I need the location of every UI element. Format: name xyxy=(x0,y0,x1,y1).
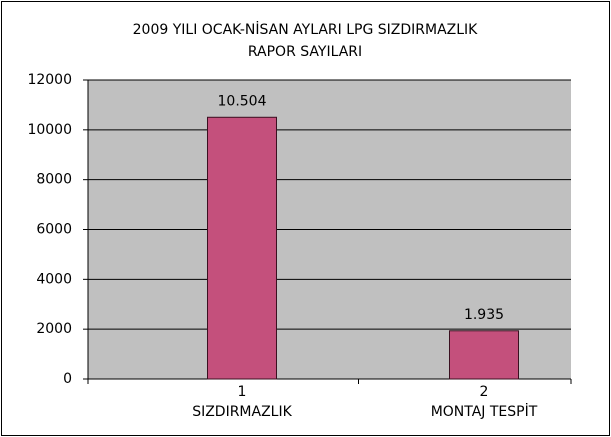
x-tick-label: SIZDIRMAZLIK xyxy=(192,404,292,420)
bar xyxy=(449,330,519,380)
y-tick-label: 12000 xyxy=(27,72,72,88)
chart-title: 2009 YILI OCAK-NİSAN AYLARI LPG SIZDIRMA… xyxy=(133,20,479,38)
bar xyxy=(207,116,277,380)
y-tick-label: 4000 xyxy=(36,271,72,287)
data-label: 10.504 xyxy=(218,93,267,109)
x-tick-label: MONTAJ TESPİT xyxy=(431,402,538,420)
y-tick-label: 8000 xyxy=(36,172,72,188)
x-tick-label: 1 xyxy=(238,384,247,400)
x-tick-label: 2 xyxy=(480,384,489,400)
chart-title: RAPOR SAYILARI xyxy=(248,44,362,60)
y-tick-label: 10000 xyxy=(27,122,72,138)
data-label: 1.935 xyxy=(464,307,504,323)
y-tick-label: 0 xyxy=(63,371,72,387)
y-tick-label: 2000 xyxy=(36,321,72,337)
y-tick-label: 6000 xyxy=(36,222,72,238)
